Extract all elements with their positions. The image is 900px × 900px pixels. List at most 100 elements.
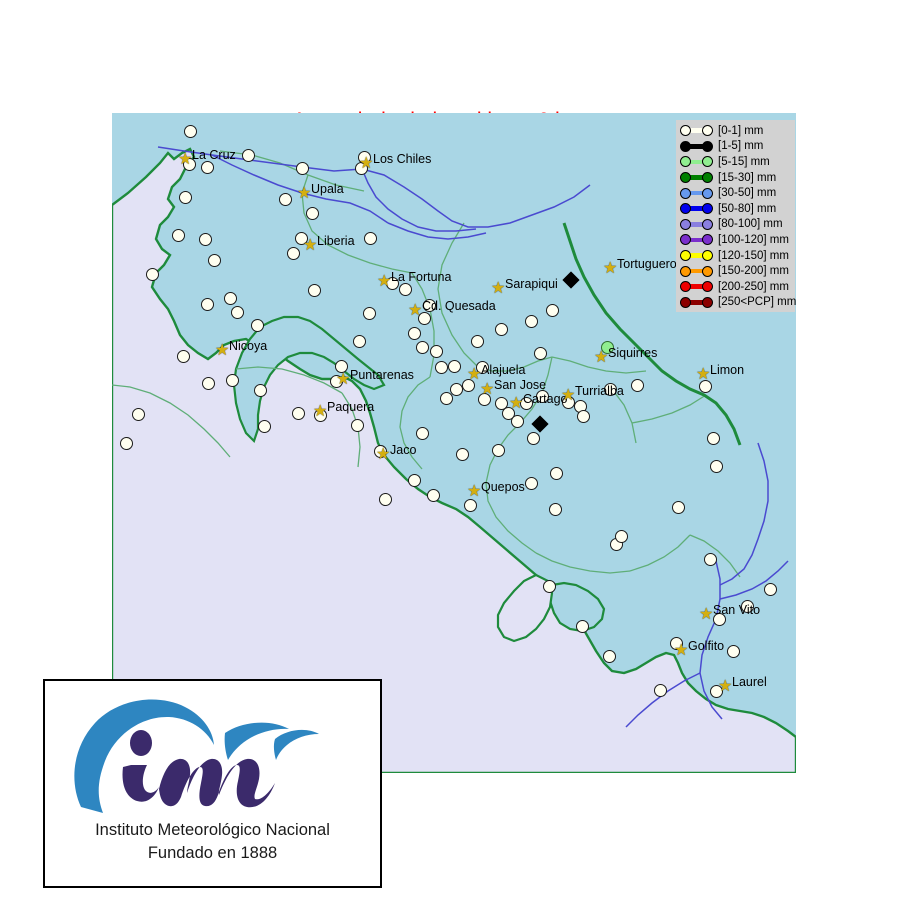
station-marker[interactable]	[415, 340, 429, 354]
station-marker[interactable]	[461, 378, 475, 392]
station-marker[interactable]	[286, 246, 300, 260]
station-marker[interactable]	[671, 500, 685, 514]
station-marker[interactable]	[475, 360, 489, 374]
station-marker[interactable]	[709, 684, 723, 698]
station-marker[interactable]	[524, 314, 538, 328]
station-marker[interactable]	[603, 382, 617, 396]
station-marker[interactable]	[535, 389, 549, 403]
station-marker[interactable]	[463, 498, 477, 512]
station-marker[interactable]	[200, 297, 214, 311]
station-marker[interactable]	[494, 396, 508, 410]
station-marker[interactable]	[470, 334, 484, 348]
station-marker[interactable]	[494, 322, 508, 336]
station-marker[interactable]	[561, 395, 575, 409]
station-marker[interactable]	[350, 418, 364, 432]
station-marker[interactable]	[201, 376, 215, 390]
station-marker[interactable]	[455, 447, 469, 461]
station-marker[interactable]	[422, 298, 436, 312]
station-marker[interactable]	[439, 391, 453, 405]
star-icon: ★	[594, 349, 609, 366]
station-marker[interactable]	[510, 414, 524, 428]
station-marker[interactable]	[545, 303, 559, 317]
station-marker[interactable]	[329, 374, 343, 388]
station-marker[interactable]	[305, 206, 319, 220]
station-marker[interactable]	[726, 644, 740, 658]
station-marker[interactable]	[200, 160, 214, 174]
station-marker[interactable]	[542, 579, 556, 593]
station-marker[interactable]	[415, 426, 429, 440]
station-marker[interactable]	[614, 529, 628, 543]
station-marker[interactable]	[294, 231, 308, 245]
station-marker[interactable]	[198, 232, 212, 246]
station-marker[interactable]	[352, 334, 366, 348]
station-marker[interactable]	[575, 619, 589, 633]
station-marker[interactable]	[426, 488, 440, 502]
station-marker[interactable]	[398, 282, 412, 296]
station-marker[interactable]	[241, 148, 255, 162]
station-marker[interactable]	[131, 407, 145, 421]
station-marker[interactable]	[313, 408, 327, 422]
station-marker[interactable]	[501, 406, 515, 420]
station-marker[interactable]	[363, 231, 377, 245]
station-marker[interactable]	[548, 502, 562, 516]
station-marker[interactable]	[145, 267, 159, 281]
star-icon: ★	[674, 642, 689, 659]
osa-peninsula	[496, 573, 554, 643]
station-marker[interactable]	[698, 379, 712, 393]
station-marker[interactable]	[373, 444, 387, 458]
station-marker[interactable]	[712, 612, 726, 626]
station-marker[interactable]	[703, 552, 717, 566]
station-marker[interactable]	[447, 359, 461, 373]
station-marker[interactable]	[334, 359, 348, 373]
station-marker[interactable]	[449, 382, 463, 396]
station-marker[interactable]	[171, 228, 185, 242]
star-icon: ★	[359, 155, 374, 172]
station-marker[interactable]	[533, 346, 547, 360]
station-marker[interactable]	[385, 276, 399, 290]
station-marker[interactable]	[740, 599, 754, 613]
station-marker[interactable]	[183, 124, 197, 138]
station-marker[interactable]	[602, 649, 616, 663]
station-marker[interactable]	[706, 431, 720, 445]
station-marker[interactable]	[378, 492, 392, 506]
station-marker[interactable]	[519, 396, 533, 410]
legend-row: [1-5] mm	[680, 139, 795, 155]
legend-color-swatch	[680, 281, 713, 293]
city-label: Limon	[710, 363, 745, 377]
station-marker[interactable]	[763, 582, 777, 596]
logo-institution-name: Instituto Meteorológico Nacional	[95, 821, 330, 839]
station-marker[interactable]	[407, 473, 421, 487]
station-marker[interactable]	[653, 683, 667, 697]
station-marker[interactable]	[207, 253, 221, 267]
station-marker[interactable]	[576, 409, 590, 423]
station-marker[interactable]	[291, 406, 305, 420]
station-marker[interactable]	[362, 306, 376, 320]
station-marker[interactable]	[600, 340, 614, 354]
station-marker[interactable]	[225, 373, 239, 387]
station-marker[interactable]	[669, 636, 683, 650]
station-marker[interactable]	[178, 190, 192, 204]
station-marker[interactable]	[477, 392, 491, 406]
station-marker[interactable]	[357, 150, 371, 164]
station-marker[interactable]	[176, 349, 190, 363]
station-marker[interactable]	[429, 344, 443, 358]
station-marker[interactable]	[119, 436, 133, 450]
station-marker[interactable]	[417, 311, 431, 325]
station-marker[interactable]	[295, 161, 309, 175]
station-marker[interactable]	[182, 157, 196, 171]
station-marker[interactable]	[524, 476, 538, 490]
station-marker[interactable]	[491, 443, 505, 457]
station-marker[interactable]	[630, 378, 644, 392]
station-marker[interactable]	[230, 305, 244, 319]
station-marker[interactable]	[549, 466, 563, 480]
station-marker[interactable]	[250, 318, 264, 332]
station-marker[interactable]	[526, 431, 540, 445]
station-marker[interactable]	[257, 419, 271, 433]
station-marker[interactable]	[434, 360, 448, 374]
station-marker[interactable]	[278, 192, 292, 206]
station-marker[interactable]	[709, 459, 723, 473]
station-marker[interactable]	[407, 326, 421, 340]
station-marker[interactable]	[223, 291, 237, 305]
station-marker[interactable]	[307, 283, 321, 297]
station-marker[interactable]	[253, 383, 267, 397]
